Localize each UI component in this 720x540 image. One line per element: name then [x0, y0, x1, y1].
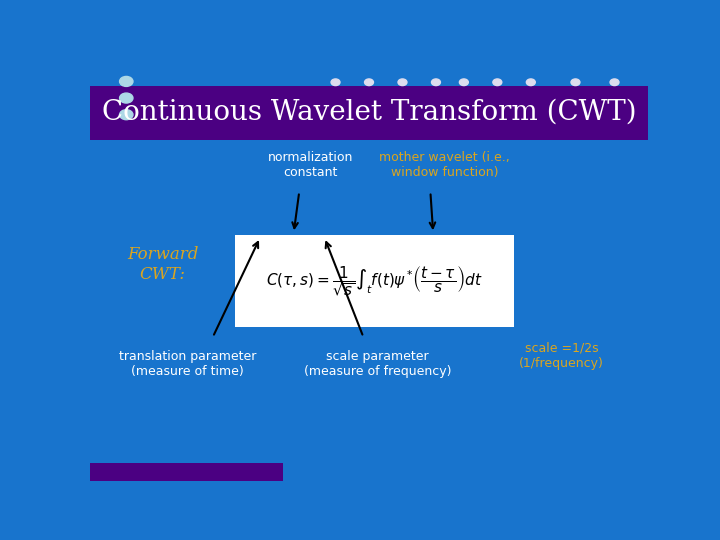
- Circle shape: [120, 110, 133, 120]
- Circle shape: [571, 79, 580, 86]
- Circle shape: [431, 79, 441, 86]
- Circle shape: [526, 79, 535, 86]
- Text: $C(\tau, s) = \dfrac{1}{\sqrt{s}} \int_t f(t)\psi^*\!\left(\dfrac{t-\tau}{s}\rig: $C(\tau, s) = \dfrac{1}{\sqrt{s}} \int_t…: [266, 264, 483, 298]
- Circle shape: [331, 79, 340, 86]
- Text: normalization
constant: normalization constant: [268, 151, 353, 179]
- Bar: [90, 463, 282, 481]
- Bar: [90, 85, 648, 140]
- Text: translation parameter
(measure of time): translation parameter (measure of time): [119, 350, 256, 378]
- Circle shape: [120, 93, 133, 103]
- Text: scale parameter
(measure of frequency): scale parameter (measure of frequency): [304, 350, 451, 378]
- Text: mother wavelet (i.e.,
window function): mother wavelet (i.e., window function): [379, 151, 510, 179]
- Text: Continuous Wavelet Transform (CWT): Continuous Wavelet Transform (CWT): [102, 99, 637, 126]
- Circle shape: [493, 79, 502, 86]
- Text: scale =1/2s
(1/frequency): scale =1/2s (1/frequency): [519, 342, 604, 370]
- Circle shape: [364, 79, 374, 86]
- Circle shape: [459, 79, 468, 86]
- Circle shape: [398, 79, 407, 86]
- Text: Forward
CWT:: Forward CWT:: [127, 246, 198, 282]
- Bar: [235, 235, 514, 327]
- Circle shape: [120, 77, 133, 86]
- Circle shape: [610, 79, 619, 86]
